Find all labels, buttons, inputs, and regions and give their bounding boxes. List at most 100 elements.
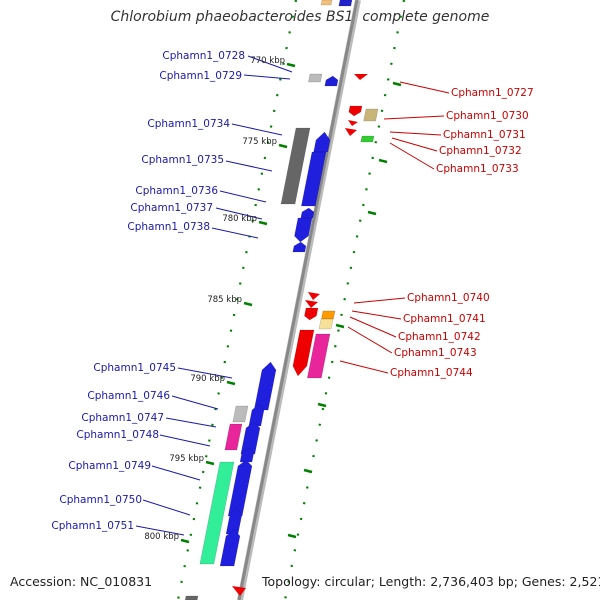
kbp-tick-label: 800 kbp (144, 532, 179, 542)
gene-label-left: Cphamn1_0729 (159, 70, 242, 82)
gene-feature (292, 241, 307, 253)
leader-line (383, 115, 445, 120)
outer-track-tick (367, 210, 377, 216)
gene-feature (232, 405, 249, 423)
gene-feature (232, 586, 246, 596)
inner-track-left (176, 0, 298, 600)
gene-feature (301, 151, 327, 207)
gene-label-right: Cphamn1_0741 (403, 313, 486, 325)
gene-feature (338, 0, 353, 7)
gene-label-left: Cphamn1_0736 (135, 185, 218, 197)
outer-track-tick (303, 468, 313, 474)
leader-line (219, 190, 267, 203)
kbp-tick-label: 775 kbp (242, 137, 277, 147)
leader-line (177, 367, 233, 379)
gene-feature (354, 74, 368, 80)
leader-line (349, 316, 397, 338)
gene-label-right: Cphamn1_0733 (436, 163, 519, 175)
gene-label-right: Cphamn1_0727 (451, 87, 534, 99)
leader-line (243, 74, 291, 80)
backbone-line (237, 0, 359, 600)
gene-label-right: Cphamn1_0744 (390, 367, 473, 379)
outer-track-tick (392, 81, 402, 87)
gene-feature (248, 403, 265, 427)
leader-line (247, 55, 293, 73)
gene-feature (321, 310, 336, 320)
gene-label-left: Cphamn1_0746 (87, 390, 170, 402)
leader-line (347, 326, 393, 354)
gene-feature (363, 108, 379, 122)
gene-feature (184, 595, 199, 600)
kbp-tick-mark (205, 460, 215, 466)
kbp-tick-mark (226, 380, 236, 386)
gene-feature (219, 529, 241, 567)
kbp-tick-label: 795 kbp (169, 454, 204, 464)
gene-feature (324, 75, 339, 87)
gene-feature (280, 127, 311, 205)
gene-label-left: Cphamn1_0734 (147, 118, 230, 130)
leader-line (351, 310, 402, 320)
leader-line (225, 160, 273, 172)
gene-label-left: Cphamn1_0745 (93, 362, 176, 374)
gene-feature (300, 207, 315, 219)
leader-line (391, 137, 438, 152)
leader-line (165, 417, 217, 428)
kbp-tick-mark (258, 220, 268, 226)
accession-text: Accession: NC_010831 (10, 574, 153, 589)
leader-line (215, 207, 263, 220)
gene-feature (345, 128, 357, 136)
inner-track-right (283, 0, 406, 600)
gene-label-right: Cphamn1_0732 (439, 145, 522, 157)
leader-line (171, 395, 219, 410)
gene-feature (348, 105, 363, 117)
kbp-tick-label: 770 kbp (250, 56, 285, 66)
gene-feature (307, 333, 331, 379)
leader-line (399, 81, 450, 94)
outer-track-tick (378, 158, 388, 164)
leader-line (142, 499, 191, 516)
gene-label-right: Cphamn1_0731 (443, 129, 526, 141)
gene-feature (308, 73, 323, 83)
kbp-tick-label: 790 kbp (190, 374, 225, 384)
gene-label-left: Cphamn1_0735 (141, 154, 224, 166)
gene-label-left: Cphamn1_0749 (68, 460, 151, 472)
kbp-tick-mark (243, 301, 253, 307)
outer-track-tick (287, 533, 297, 539)
gene-feature (294, 217, 313, 243)
gene-label-left: Cphamn1_0748 (76, 429, 159, 441)
leader-line (135, 525, 185, 536)
gene-feature (308, 292, 320, 300)
kbp-tick-mark (286, 62, 296, 68)
gene-feature (253, 361, 277, 411)
gene-feature (348, 120, 358, 126)
kbp-tick-mark (180, 538, 190, 544)
gene-feature (320, 0, 333, 6)
outer-track-tick (317, 402, 327, 408)
leader-line (389, 131, 442, 136)
gene-feature (304, 307, 319, 321)
gene-label-left: Cphamn1_0747 (81, 412, 164, 424)
gene-label-right: Cphamn1_0730 (446, 110, 529, 122)
gene-feature (224, 423, 243, 451)
leader-line (159, 434, 211, 447)
topology-text: Topology: circular; Length: 2,736,403 bp… (262, 574, 600, 589)
gene-feature (360, 135, 375, 143)
gene-label-left: Cphamn1_0750 (59, 494, 142, 506)
gene-feature (292, 329, 315, 377)
kbp-tick-label: 785 kbp (207, 295, 242, 305)
gene-label-left: Cphamn1_0751 (51, 520, 134, 532)
gene-feature (199, 461, 235, 565)
gene-label-left: Cphamn1_0737 (130, 202, 213, 214)
leader-line (231, 123, 283, 136)
gene-label-left: Cphamn1_0738 (127, 221, 210, 233)
leader-line (211, 227, 259, 239)
gene-feature (318, 318, 334, 330)
leader-line (389, 142, 435, 170)
gene-feature (305, 300, 318, 308)
leader-line (339, 360, 389, 374)
leader-line (151, 465, 201, 481)
map-title: Chlorobium phaeobacteroides BS1, complet… (110, 9, 490, 25)
kbp-tick-label: 780 kbp (222, 214, 257, 224)
gene-label-right: Cphamn1_0740 (407, 292, 490, 304)
